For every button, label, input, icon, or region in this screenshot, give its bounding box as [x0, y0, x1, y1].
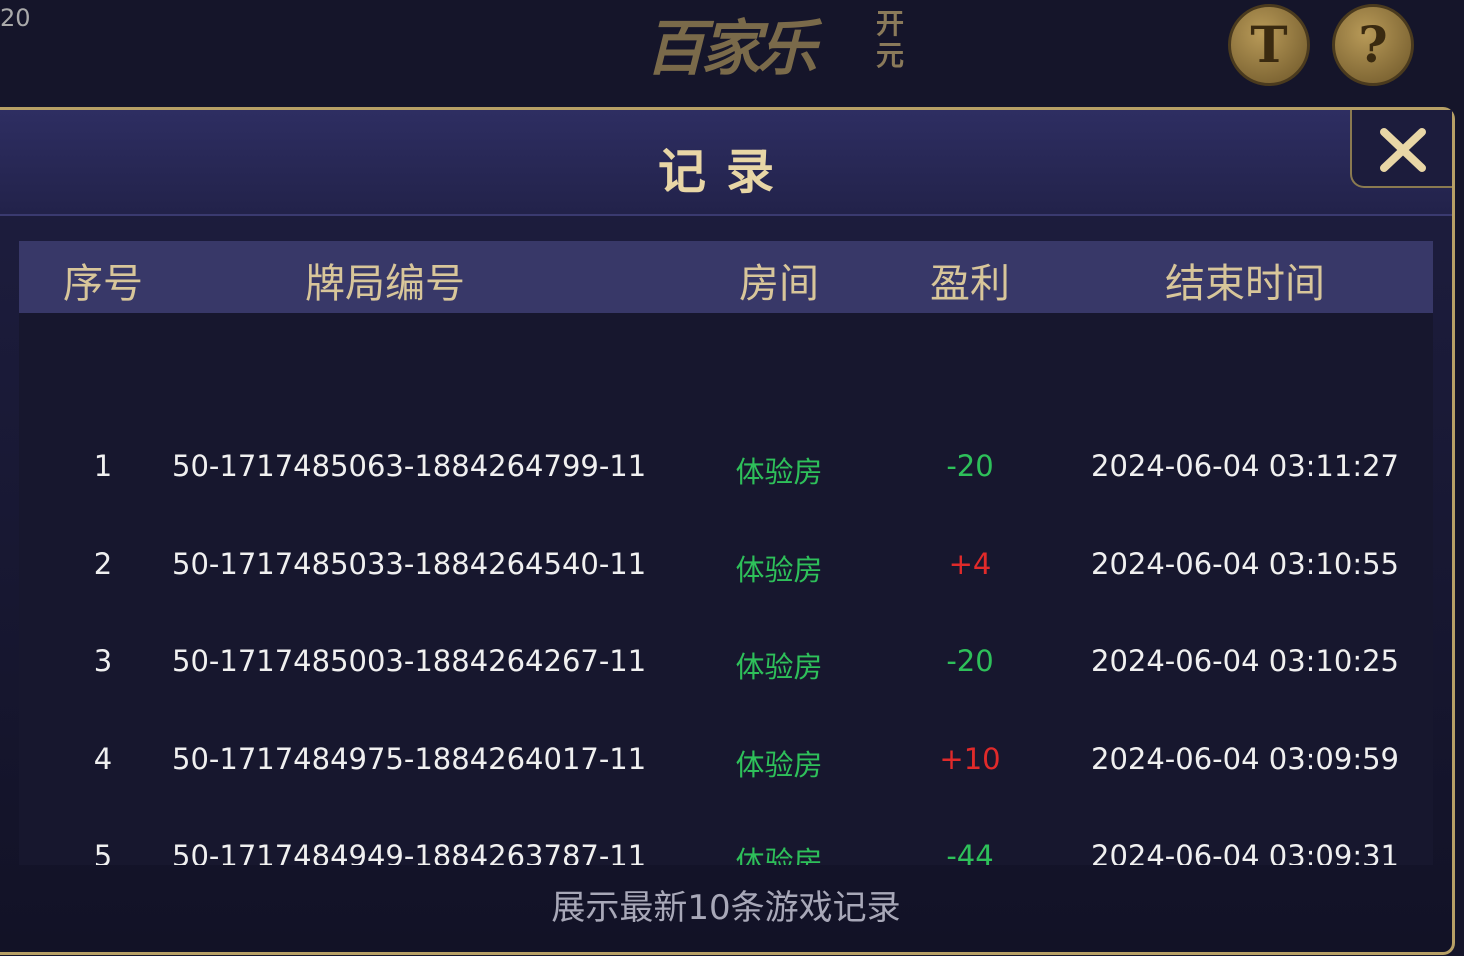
end-time: 2024-06-04 03:10:25	[1091, 644, 1399, 678]
room: 体验房	[735, 455, 823, 489]
room: 体验房	[735, 845, 823, 865]
table-header: 序号 牌局编号 房间 盈利 结束时间	[19, 241, 1433, 313]
close-button[interactable]	[1350, 110, 1452, 188]
t-button[interactable]: T	[1228, 4, 1310, 86]
game-id: 50-1717485063-1884264799-11	[172, 449, 647, 483]
row-index: 1	[93, 449, 113, 483]
end-time: 2024-06-04 03:09:59	[1091, 741, 1399, 776]
column-header: 盈利	[930, 261, 1010, 307]
profit: -44	[946, 839, 994, 865]
profit: +4	[948, 546, 992, 581]
end-time: 2024-06-04 03:09:31	[1091, 839, 1399, 865]
game-id: 50-1717485033-1884264540-11	[172, 546, 647, 581]
column-header: 结束时间	[1165, 261, 1325, 307]
game-id: 50-1717484975-1884264017-11	[172, 741, 647, 776]
row-index: 2	[93, 546, 113, 581]
row-index: 4	[93, 741, 113, 776]
dialog: 记录 序号 牌局编号 房间 盈利 结束时间 1 50-1717485063-1884264…	[0, 107, 1455, 955]
column-header: 房间	[739, 261, 819, 307]
profit: +10	[939, 741, 1001, 776]
column-header: 序号	[63, 261, 143, 307]
game-id: 50-1717484949-1884263787-11	[172, 839, 647, 865]
game-id: 50-1717485003-1884264267-11	[172, 644, 647, 678]
close-icon	[1380, 128, 1426, 172]
profit: -20	[946, 449, 994, 483]
dialog-title: 记录	[657, 144, 794, 200]
logo-brand: 开元	[876, 7, 905, 72]
status-text: 20	[0, 4, 31, 32]
row-index: 3	[93, 644, 113, 678]
row-index: 5	[93, 839, 113, 865]
end-time: 2024-06-04 03:11:27	[1091, 449, 1399, 483]
table-body: 1 50-1717485063-1884264799-11 体验房 -20 2024-0…	[19, 313, 1433, 865]
title-bar: 记录	[0, 110, 1452, 216]
room: 体验房	[735, 747, 823, 782]
profit: -20	[946, 644, 994, 678]
footer-note: 展示最新10条游戏记录	[551, 888, 901, 928]
room: 体验房	[735, 650, 823, 684]
help-button[interactable]: ?	[1332, 4, 1414, 86]
end-time: 2024-06-04 03:10:55	[1091, 546, 1399, 581]
room: 体验房	[735, 552, 823, 587]
logo-title: 百家乐	[645, 14, 817, 84]
column-header: 牌局编号	[305, 261, 465, 307]
